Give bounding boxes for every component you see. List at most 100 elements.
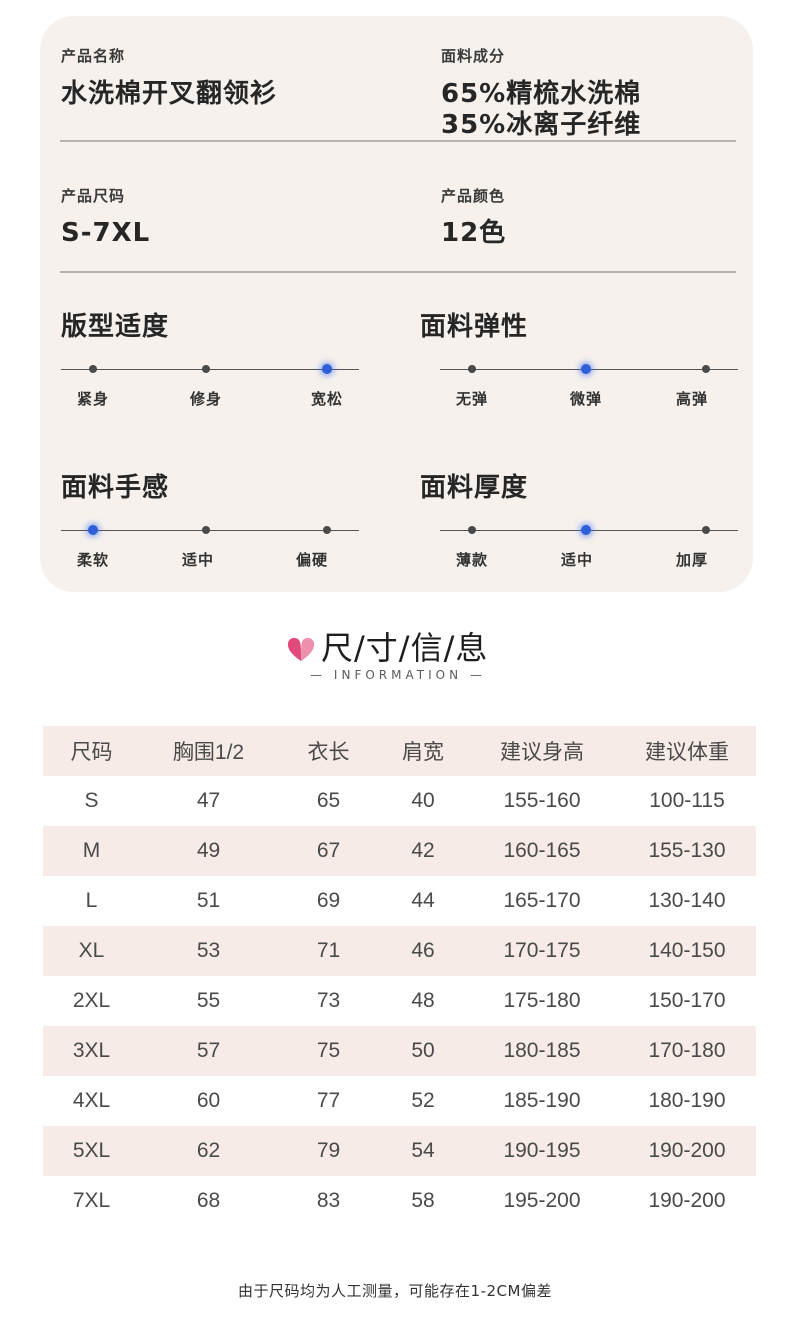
table-cell: 49 <box>196 839 221 862</box>
scale-dot <box>89 365 97 373</box>
hand-feel-scale-title: 面料手感 <box>61 473 170 503</box>
table-cell: S <box>84 789 99 812</box>
scale-track <box>61 369 359 370</box>
table-header: 建议体重 <box>645 741 729 764</box>
table-cell: 190-200 <box>648 1189 726 1212</box>
product-size-label: 产品尺码 <box>61 187 126 205</box>
info-divider-2 <box>60 271 736 273</box>
table-cell: 170-180 <box>648 1039 726 1062</box>
table-row: XL 53 71 46 170-175 140-150 <box>43 926 756 976</box>
table-cell: 58 <box>411 1189 435 1212</box>
scale-dot-selected <box>581 525 591 535</box>
measurement-note: 由于尺码均为人工测量，可能存在1-2CM偏差 <box>238 1282 552 1300</box>
table-cell: 73 <box>316 989 341 1012</box>
table-cell: 190-195 <box>503 1139 581 1162</box>
table-cell: 69 <box>316 889 341 912</box>
scale-dot <box>468 365 476 373</box>
table-row: S 47 65 40 155-160 100-115 <box>43 776 756 826</box>
scale-label: 薄款 <box>455 551 488 569</box>
scale-label: 无弹 <box>455 390 488 408</box>
table-cell: 60 <box>196 1089 221 1112</box>
table-cell: 77 <box>316 1089 341 1112</box>
table-cell: 150-170 <box>648 989 726 1012</box>
heart-left-petal <box>287 637 301 661</box>
table-cell: 53 <box>196 939 221 962</box>
table-cell: 185-190 <box>503 1089 581 1112</box>
table-header-row: 尺码 胸围1/2 衣长 肩宽 建议身高 建议体重 <box>43 726 756 776</box>
scale-dot <box>702 365 710 373</box>
table-cell: 180-190 <box>648 1089 726 1112</box>
table-cell: 155-160 <box>503 789 581 812</box>
section-subheading: — INFORMATION — <box>310 668 486 682</box>
scale-dot-selected <box>88 525 98 535</box>
table-cell: 67 <box>316 839 341 862</box>
table-cell: 2XL <box>72 989 111 1012</box>
table-cell: 190-200 <box>648 1139 726 1162</box>
scale-dot <box>468 526 476 534</box>
table-header: 衣长 <box>307 741 350 764</box>
table-cell: 165-170 <box>503 889 581 912</box>
table-row: 5XL 62 79 54 190-195 190-200 <box>43 1126 756 1176</box>
scale-dot <box>202 365 210 373</box>
table-cell: 40 <box>411 789 435 812</box>
table-cell: 130-140 <box>648 889 726 912</box>
table-cell: 155-130 <box>648 839 726 862</box>
scale-label: 偏硬 <box>295 551 328 569</box>
table-cell: 195-200 <box>503 1189 581 1212</box>
scale-label: 加厚 <box>675 551 708 569</box>
scale-dot-selected <box>322 364 332 374</box>
table-cell: 48 <box>411 989 435 1012</box>
table-cell: 65 <box>316 789 341 812</box>
scale-dot <box>202 526 210 534</box>
table-cell: 54 <box>411 1139 435 1162</box>
table-header: 建议身高 <box>500 741 584 764</box>
table-cell: 180-185 <box>503 1039 581 1062</box>
table-cell: 62 <box>196 1139 221 1162</box>
table-cell: 140-150 <box>648 939 726 962</box>
section-heading: 尺/寸/信/息 <box>321 629 489 667</box>
product-color-value: 12色 <box>441 218 507 248</box>
product-info-card <box>40 16 753 592</box>
fabric-composition-line-2: 35%冰离子纤维 <box>441 110 642 140</box>
scale-label: 宽松 <box>310 390 343 408</box>
table-cell: 71 <box>316 939 341 962</box>
heart-right-petal <box>301 637 315 661</box>
elasticity-scale: 无弹 微弹 高弹 <box>440 359 738 409</box>
size-table: 尺码 胸围1/2 衣长 肩宽 建议身高 建议体重 S 47 65 40 155-… <box>43 726 756 1226</box>
table-row: 4XL 60 77 52 185-190 180-190 <box>43 1076 756 1126</box>
table-row: L 51 69 44 165-170 130-140 <box>43 876 756 926</box>
table-cell: M <box>82 839 101 862</box>
table-row: M 49 67 42 160-165 155-130 <box>43 826 756 876</box>
product-color-label: 产品颜色 <box>441 187 506 205</box>
table-row: 2XL 55 73 48 175-180 150-170 <box>43 976 756 1026</box>
table-cell: 42 <box>411 839 435 862</box>
table-cell: 100-115 <box>649 789 725 812</box>
table-header: 尺码 <box>70 741 113 764</box>
scale-label: 适中 <box>181 551 214 569</box>
table-row: 7XL 68 83 58 195-200 190-200 <box>43 1176 756 1226</box>
scale-label: 紧身 <box>76 390 109 408</box>
table-cell: 79 <box>316 1139 341 1162</box>
table-cell: 44 <box>411 889 435 912</box>
table-cell: 5XL <box>72 1139 111 1162</box>
fit-scale-title: 版型适度 <box>61 312 170 342</box>
thickness-scale: 薄款 适中 加厚 <box>440 520 738 570</box>
table-cell: 50 <box>411 1039 435 1062</box>
scale-track <box>61 530 359 531</box>
table-cell: 47 <box>196 789 221 812</box>
table-cell: 68 <box>196 1189 221 1212</box>
table-cell: 55 <box>196 989 221 1012</box>
scale-dot-selected <box>581 364 591 374</box>
product-size-value: S-7XL <box>61 218 151 248</box>
table-header: 胸围1/2 <box>172 741 245 764</box>
table-cell: XL <box>78 939 105 962</box>
table-cell: 175-180 <box>503 989 581 1012</box>
table-cell: 51 <box>196 889 221 912</box>
table-cell: 75 <box>316 1039 341 1062</box>
table-row: 3XL 57 75 50 180-185 170-180 <box>43 1026 756 1076</box>
scale-label: 修身 <box>189 390 222 408</box>
table-cell: 7XL <box>72 1189 111 1212</box>
info-divider-1 <box>60 140 736 142</box>
elasticity-scale-title: 面料弹性 <box>420 312 529 342</box>
scale-dot <box>323 526 331 534</box>
